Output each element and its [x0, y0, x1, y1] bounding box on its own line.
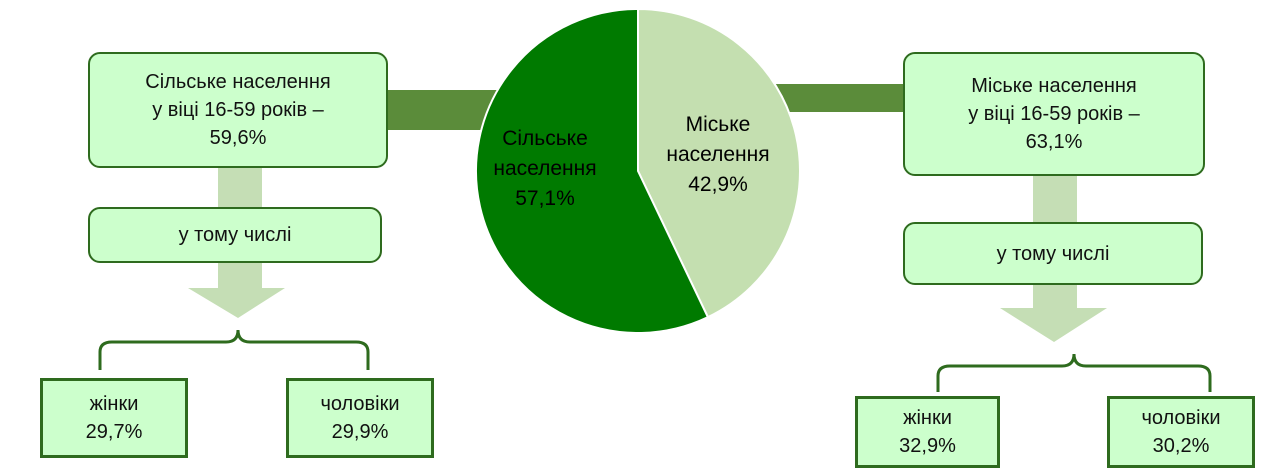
- women-box: жінки 29,7%: [40, 378, 188, 458]
- women-box: жінки 32,9%: [855, 396, 1000, 468]
- text: Міське населення: [971, 75, 1137, 97]
- arrow: [1000, 285, 1107, 342]
- text: 59,6%: [209, 127, 267, 149]
- sub-box: у тому числі: [88, 207, 382, 263]
- value-label: 42,9%: [688, 173, 748, 196]
- urban-main-box: Міське населення у віці 16-59 років – 63…: [903, 52, 1205, 176]
- text: жінки: [903, 407, 952, 429]
- text: чоловіки: [320, 393, 400, 415]
- text: 30,2%: [1152, 435, 1210, 457]
- connector: [385, 90, 497, 130]
- text: у віці 16-59 років –: [968, 103, 1140, 125]
- text: 29,9%: [331, 421, 389, 443]
- arrow: [188, 262, 285, 318]
- pie-slice: [637, 7, 801, 319]
- brace: [936, 353, 1212, 392]
- text: 63,1%: [1025, 131, 1083, 153]
- text: у тому числі: [996, 242, 1110, 265]
- men-box: чоловіки 29,9%: [286, 378, 434, 458]
- category-label: Сільське населення: [493, 127, 597, 180]
- arrow-block: [218, 168, 262, 208]
- pie: [475, 7, 801, 334]
- brace: [98, 329, 370, 370]
- category-label: Міське населення: [666, 113, 770, 166]
- text: 32,9%: [899, 435, 956, 457]
- text: у тому числі: [178, 224, 292, 246]
- pie-label: Міське населення 42,9%: [653, 110, 783, 200]
- rural-main-box: Сільське населення у віці 16-59 років – …: [88, 52, 388, 168]
- men-box: чоловіки 30,2%: [1107, 396, 1255, 468]
- sub-box: у тому числі: [903, 222, 1203, 285]
- value-label: 57,1%: [515, 187, 575, 210]
- text: чоловіки: [1141, 407, 1221, 429]
- text: 29,7%: [85, 421, 143, 443]
- pie-label: Сільське населення 57,1%: [480, 124, 610, 214]
- text: Сільське населення: [145, 71, 331, 93]
- text: жінки: [89, 393, 139, 415]
- text: у віці 16-59 років –: [152, 99, 324, 121]
- pie-slice: [475, 7, 710, 334]
- arrow-block: [1033, 176, 1077, 224]
- connector: [775, 84, 905, 112]
